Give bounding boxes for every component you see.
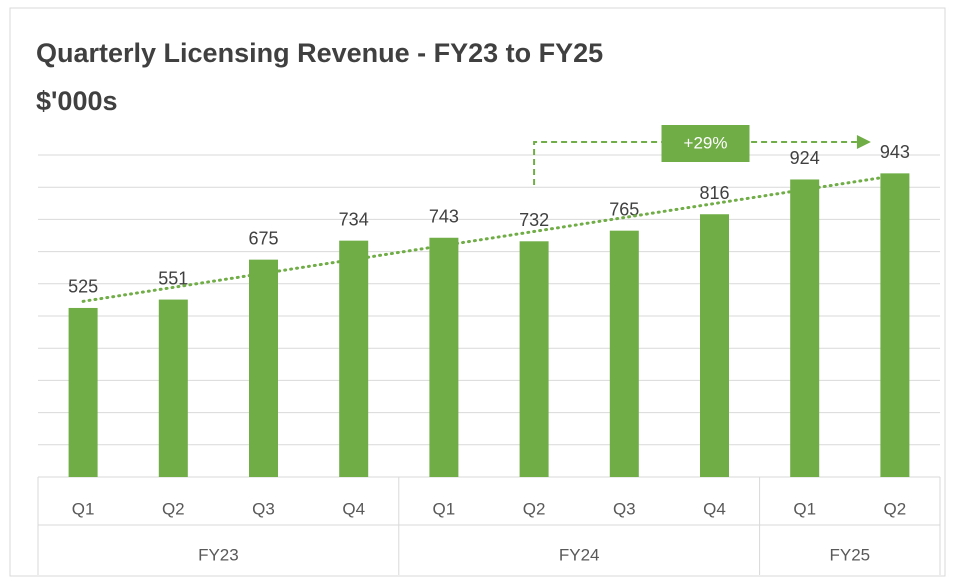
data-label: 551 xyxy=(158,268,188,288)
x-tick-label: Q2 xyxy=(162,499,185,518)
data-label: 816 xyxy=(699,183,729,203)
x-tick-label: Q3 xyxy=(613,499,636,518)
bar xyxy=(790,179,820,478)
x-tick-label: Q4 xyxy=(342,499,365,518)
group-label: FY24 xyxy=(559,545,600,564)
x-tick-label: Q2 xyxy=(884,499,907,518)
bar xyxy=(339,240,369,477)
bar xyxy=(609,230,639,477)
bar xyxy=(519,241,549,477)
annotation-text: +29% xyxy=(684,133,728,152)
bar xyxy=(158,299,188,477)
x-tick-label: Q4 xyxy=(703,499,726,518)
data-label: 765 xyxy=(609,199,639,219)
annotation-arrow xyxy=(533,141,857,185)
bar xyxy=(880,173,910,477)
trendline xyxy=(81,174,897,303)
data-label: 525 xyxy=(68,277,98,297)
arrow-head xyxy=(856,135,871,149)
data-label: 943 xyxy=(880,142,910,162)
data-label: 675 xyxy=(248,228,278,248)
data-label: 732 xyxy=(519,210,549,230)
data-label: 743 xyxy=(429,207,459,227)
group-label: FY25 xyxy=(829,545,870,564)
data-label: 734 xyxy=(339,209,369,229)
x-tick-label: Q3 xyxy=(252,499,275,518)
bar xyxy=(429,237,459,477)
group-label: FY23 xyxy=(198,545,239,564)
data-label: 924 xyxy=(790,148,820,168)
bar xyxy=(700,214,729,478)
x-tick-label: Q1 xyxy=(433,499,456,518)
chart-title: Quarterly Licensing Revenue - FY23 to FY… xyxy=(36,38,603,68)
x-tick-label: Q1 xyxy=(72,499,95,518)
chart-subtitle: $'000s xyxy=(36,86,118,116)
x-tick-label: Q2 xyxy=(523,499,546,518)
annotation-box xyxy=(661,125,750,162)
bar xyxy=(249,259,278,477)
bar xyxy=(68,307,98,477)
chart-border xyxy=(9,7,946,577)
x-tick-label: Q1 xyxy=(793,499,816,518)
